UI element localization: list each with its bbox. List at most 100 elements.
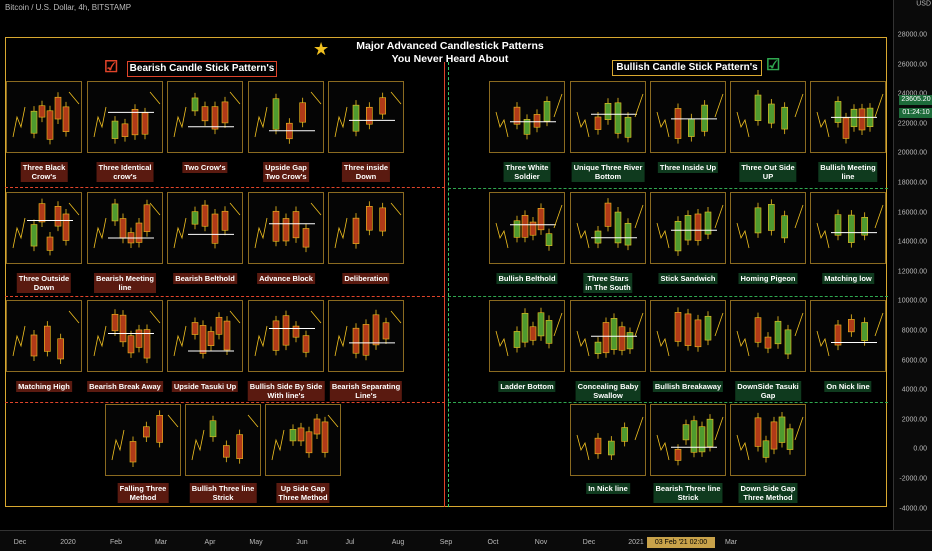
row-separator [5,402,445,403]
trend-line [576,434,590,461]
price-axis[interactable]: USD 28000.00 26000.00 24000.00 22000.00 2000… [893,0,932,530]
pattern-chart-tile [87,81,163,153]
pattern-chart-tile [489,192,565,264]
candle-body [223,445,230,458]
candle-body [382,322,390,340]
y-tick-label: 28000.00 [897,31,927,39]
y-tick-label: 20000.00 [897,149,927,157]
pattern-name-line: Homing Pigeon [740,274,796,283]
candle-body [848,214,855,243]
direction-arrow [229,202,241,216]
pattern-name-line: in The South [585,283,631,292]
y-tick-label: 24000.00 [898,91,927,98]
pattern-name-line: Stick Sandwich [660,274,716,283]
candle-body [594,437,602,455]
candle-body [366,205,373,231]
y-tick-label: 26000.00 [897,61,927,69]
time-axis[interactable]: Dec 2020 Feb Mar Apr May Jun Jul Aug Sep Oct Nov Dec… [0,530,932,551]
pattern-name-line: Line's [355,391,377,400]
candle-body [38,105,46,118]
direction-arrow [714,416,724,441]
pattern-caption: Advance Block [257,273,315,284]
candle-body [143,426,150,438]
x-tick-label: Sep [439,539,453,546]
candle-body [372,314,380,346]
candle-body [54,206,62,227]
candle-body [701,104,708,132]
candle-body [626,332,634,350]
candle-body [191,97,199,112]
row-separator [5,296,445,297]
candle-body [143,329,151,359]
candle-body [521,215,529,238]
candle-body [754,317,762,343]
trend-line [12,106,26,138]
direction-arrow [390,310,402,324]
trend-line [173,217,187,249]
row-separator [5,187,445,188]
candle-body [299,102,306,123]
pattern-caption: Unique Three River Bottom [571,162,645,182]
checkbox-green-icon: ☑ [766,57,781,74]
direction-arrow [553,93,563,118]
pattern-name-line: Crow's [31,172,57,181]
pattern-chart-tile [87,300,163,372]
candle-body [706,418,714,447]
x-tick-label: May [249,539,263,546]
y-tick-label: -2000.00 [899,475,927,483]
candle-body [352,104,360,132]
direction-arrow [68,202,80,216]
pattern-name-line: Upside Gap [265,163,307,172]
candle-body [111,203,119,222]
direction-arrow [149,91,161,105]
trend-line [736,111,750,138]
trend-line [656,222,670,249]
pattern-caption: Ladder Bottom [498,381,556,392]
candle-body [191,322,199,335]
pattern-name-line: Matching low [824,274,872,283]
pattern-name-line: Upside Tasuki Up [173,382,237,391]
candle-body [201,106,209,122]
pattern-chart-tile [810,81,886,153]
direction-arrow [229,310,241,324]
candle-body [618,326,626,351]
pattern-name-line: Bearish Break Away [89,382,161,391]
candle-body [321,421,329,453]
candle-body [379,97,386,115]
pattern-chart-tile [810,300,886,372]
pattern-chart-tile [650,81,726,153]
row-separator [448,296,888,297]
candle-body [302,335,310,353]
pattern-chart-tile [570,404,646,476]
pattern-name-line: Advance Block [259,274,313,283]
bearish-header: Bearish Candle Stick Pattern's [127,61,277,77]
direction-arrow [874,312,884,337]
candle-body [54,96,62,120]
candle-body [624,222,632,246]
candle-body [135,329,143,348]
candle-body [778,416,786,443]
candle-body [131,108,139,136]
trend-line [736,330,750,357]
candle-body [594,230,602,244]
pattern-chart-tile [570,300,646,372]
pattern-name-line: Swallow [593,391,623,400]
pattern-chart-tile [489,81,565,153]
candle-body [774,320,782,345]
trend-line [495,330,509,357]
pattern-chart-tile [248,300,324,372]
pattern-chart-tile [167,81,243,153]
pattern-chart-tile [185,404,261,476]
pattern-chart-tile [328,192,404,264]
pattern-chart-tile [730,404,806,476]
candle-body [768,103,775,124]
x-tick-label: Apr [204,539,216,546]
pattern-name-line: Unique Three River [573,163,643,172]
x-tick-label: Mar [154,539,168,546]
pattern-name-line: Bullish Breakaway [654,382,722,391]
pattern-name-line: Strick [212,493,234,502]
pattern-name-line: Two Crow's [184,163,226,172]
trend-line [111,429,125,461]
candle-body [545,320,553,344]
pattern-name-line: Bearish Three line [655,484,721,493]
